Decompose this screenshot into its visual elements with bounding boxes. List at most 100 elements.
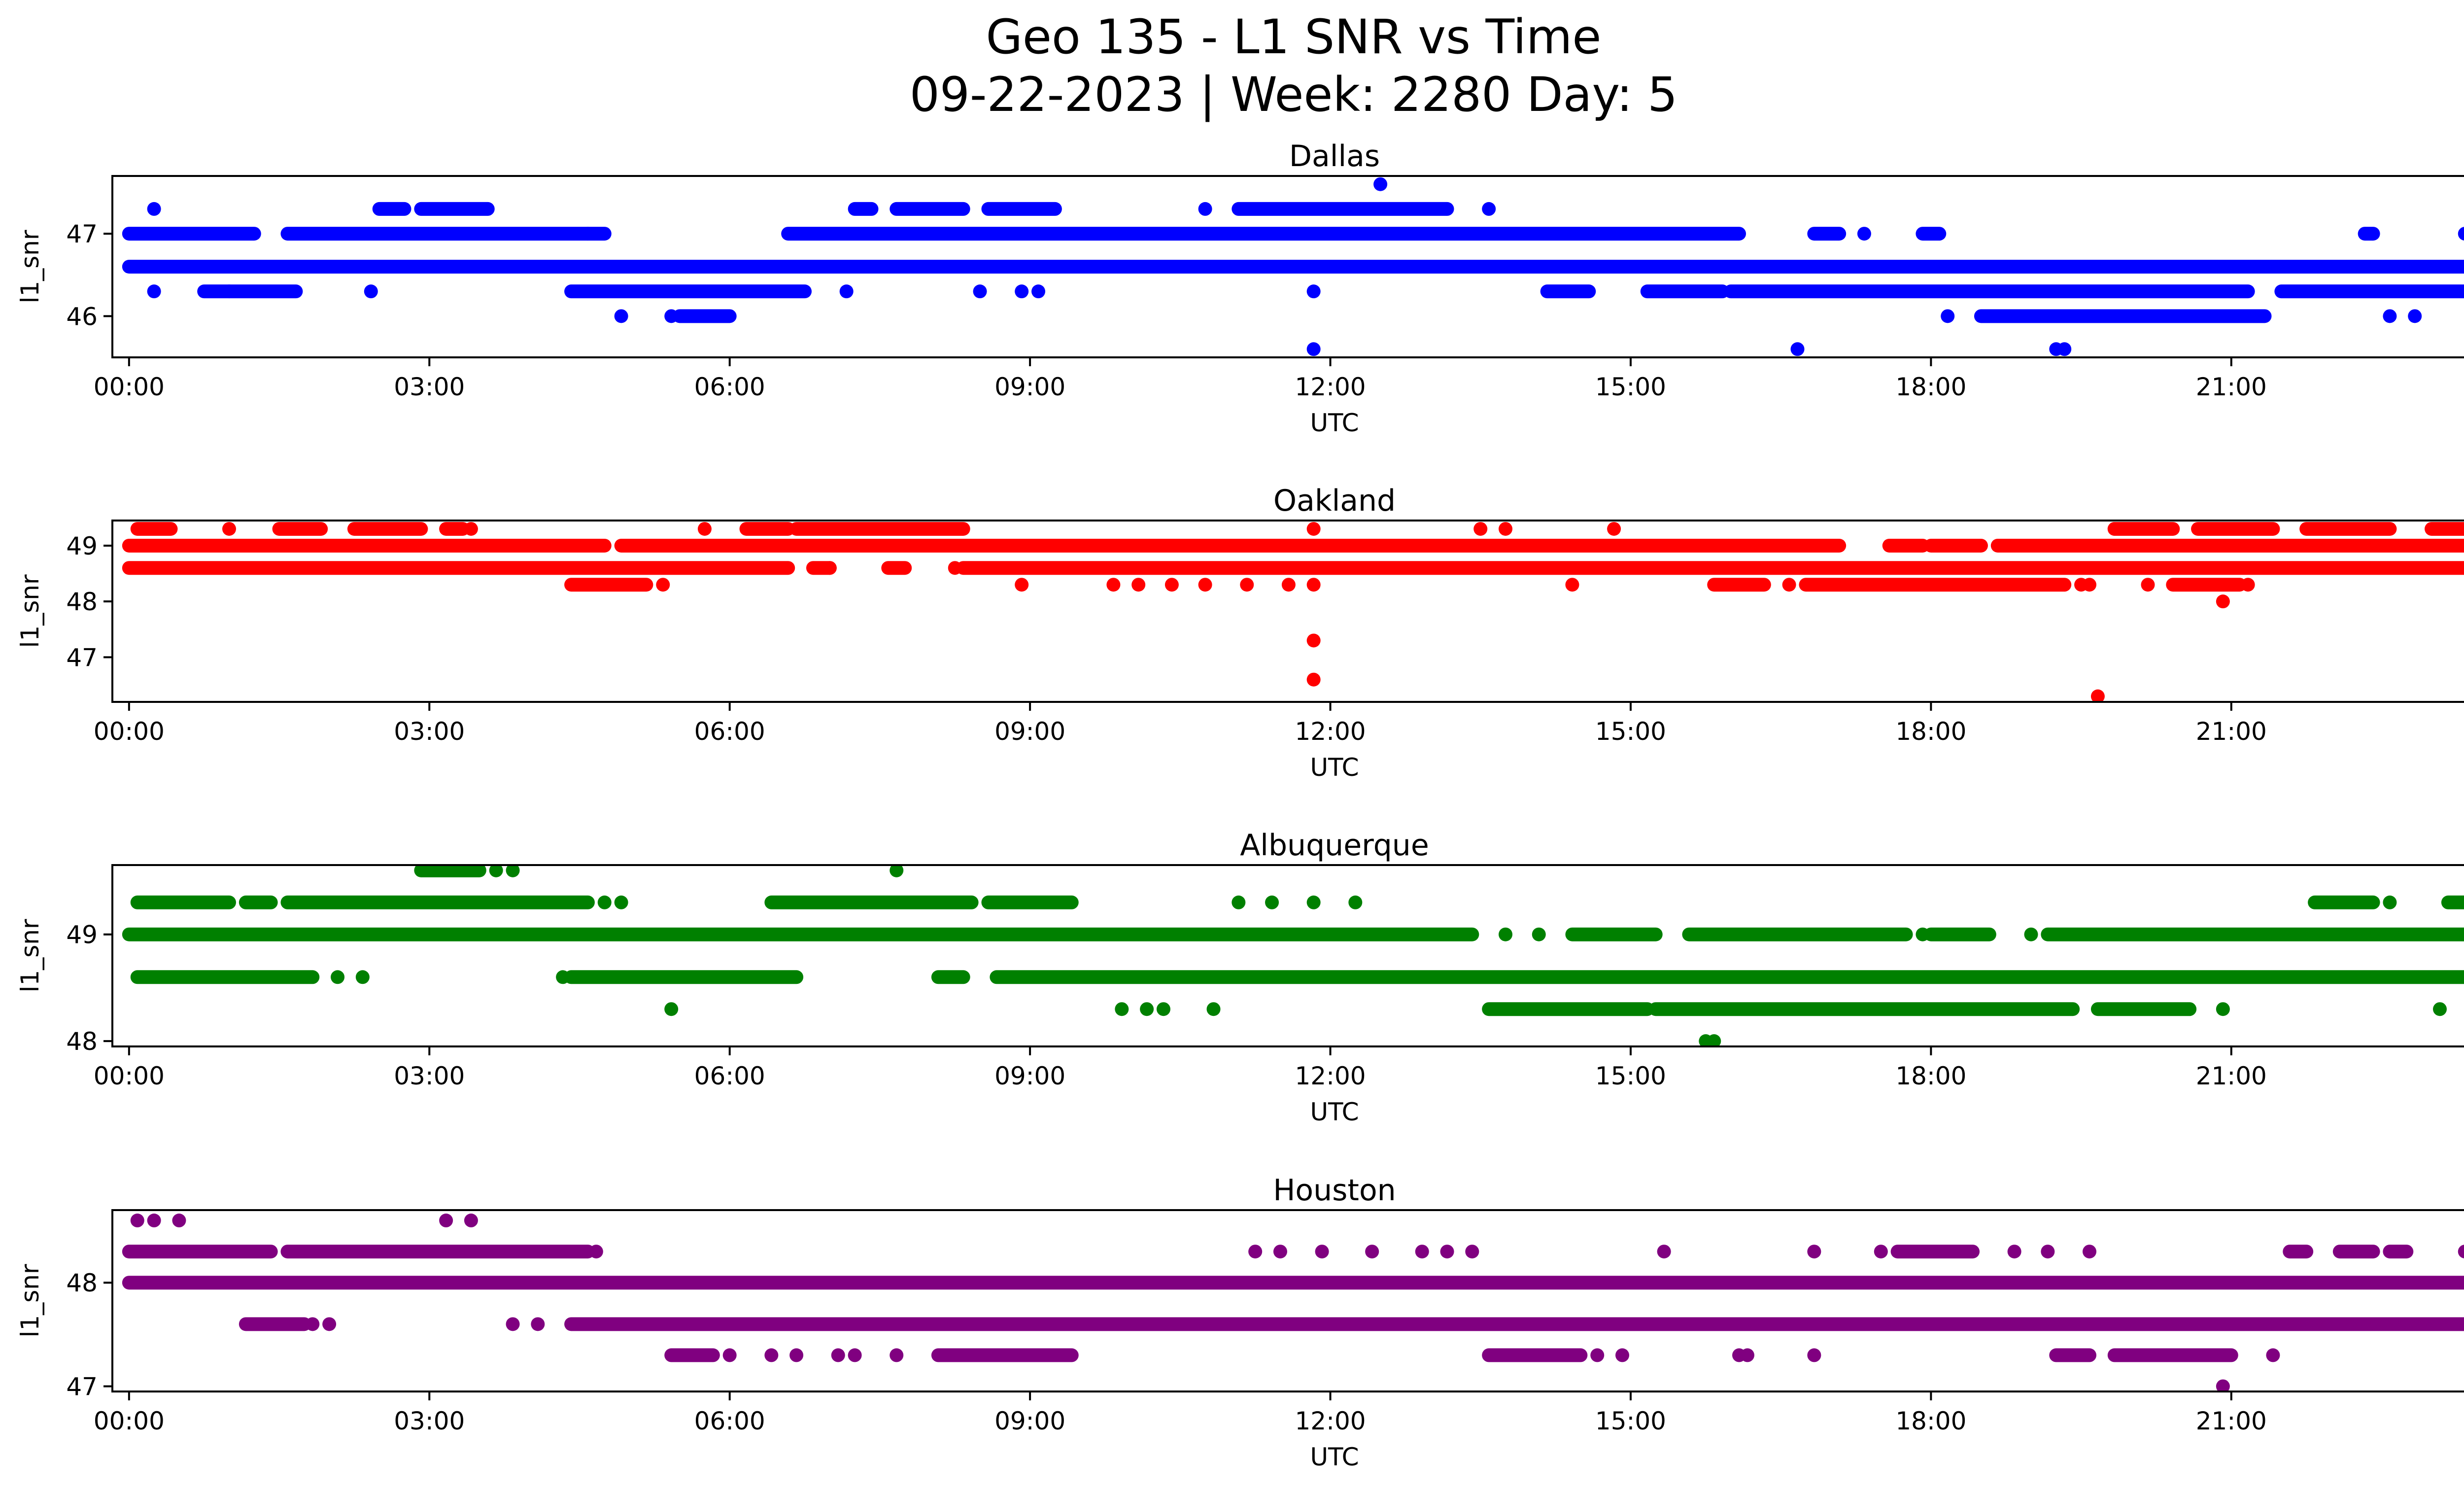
data-point: [147, 284, 161, 299]
data-point: [2024, 260, 2038, 274]
data-point: [1499, 522, 1513, 536]
data-point: [2408, 309, 2422, 323]
data-point: [1306, 342, 1321, 356]
data-point: [464, 1214, 478, 1228]
x-tick-label: 09:00: [994, 1407, 1065, 1435]
panels-group: Dallas 00:00 03:00 06:00 09:00 12:00 15:00 18:0…: [16, 139, 2464, 1471]
data-point: [1916, 927, 1930, 941]
data-point: [848, 1348, 862, 1362]
data-point: [2107, 522, 2122, 536]
data-point: [2066, 260, 2080, 274]
y-tick-label: 46: [66, 302, 98, 331]
x-axis-label: UTC: [1310, 409, 1359, 437]
data-point: [764, 1348, 779, 1362]
data-point: [1615, 1348, 1630, 1362]
axes-frame: [111, 520, 2464, 703]
data-point: [556, 970, 570, 984]
panel-dallas: Dallas 00:00 03:00 06:00 09:00 12:00 15:00 18:0…: [16, 139, 2464, 437]
x-tick-label: 21:00: [2196, 373, 2267, 401]
data-point: [1857, 227, 1871, 241]
x-tick-label: 15:00: [1595, 373, 1666, 401]
data-point: [1206, 1002, 1221, 1016]
data-point: [1273, 1245, 1287, 1259]
figure-title-line2: 09-22-2023 | Week: 2280 Day: 5: [910, 67, 1678, 123]
data-point: [1607, 522, 1621, 536]
x-tick-label: 15:00: [1595, 1407, 1666, 1435]
data-point: [2024, 927, 2038, 941]
data-point: [1348, 895, 1363, 909]
data-point: [147, 202, 161, 216]
x-tick-label: 21:00: [2196, 717, 2267, 746]
x-tick-label: 21:00: [2196, 1062, 2267, 1090]
data-point: [1306, 522, 1321, 536]
x-tick-label: 03:00: [394, 373, 465, 401]
data-point: [1482, 202, 1496, 216]
data-point: [1306, 578, 1321, 592]
panel-houston: Houston 00:00 03:00 06:00 09:00 12:00 15:00 18:…: [16, 1173, 2464, 1471]
data-point: [1198, 578, 1212, 592]
data-point: [1874, 1245, 1888, 1259]
data-point: [589, 1245, 603, 1259]
data-point: [1532, 927, 1546, 941]
data-point: [1015, 578, 1029, 592]
x-tick-label: 00:00: [94, 1407, 165, 1435]
panel-oakland: Oakland 00:00 03:00 06:00 09:00 12:00 15:00 18:…: [16, 484, 2464, 782]
data-point: [1740, 1348, 1754, 1362]
data-point: [2041, 1245, 2055, 1259]
data-point: [1156, 1002, 1170, 1016]
data-point: [614, 309, 628, 323]
axes-frame: [111, 1209, 2464, 1392]
data-point: [172, 1214, 186, 1228]
data-series: [122, 177, 2464, 356]
data-point: [2007, 1245, 2021, 1259]
x-tick-label: 06:00: [694, 1407, 765, 1435]
data-point: [1315, 1245, 1329, 1259]
data-point: [2057, 342, 2072, 356]
panel-title: Houston: [1273, 1173, 1396, 1208]
y-axis-label: l1_snr: [16, 230, 44, 303]
data-point: [1306, 895, 1321, 909]
data-point: [531, 1317, 545, 1331]
y-tick-label: 47: [66, 643, 98, 672]
data-point: [890, 1348, 904, 1362]
data-point: [1306, 672, 1321, 687]
data-point: [890, 865, 904, 877]
data-point: [331, 970, 345, 984]
data-point: [581, 227, 595, 241]
data-point: [722, 1348, 737, 1362]
data-point: [1365, 1245, 1379, 1259]
data-point: [597, 895, 612, 909]
data-point: [2090, 689, 2105, 702]
y-tick-label: 48: [66, 1269, 98, 1297]
data-point: [1198, 202, 1212, 216]
x-tick-label: 18:00: [1895, 1062, 1966, 1090]
y-tick-label: 49: [66, 921, 98, 949]
data-point: [973, 284, 987, 299]
data-point: [322, 1317, 337, 1331]
data-point: [2216, 1379, 2230, 1391]
data-point: [2216, 1002, 2230, 1016]
data-point: [1015, 284, 1029, 299]
panel-title: Dallas: [1289, 139, 1380, 174]
data-point: [1415, 1245, 1429, 1259]
x-tick-label: 00:00: [94, 373, 165, 401]
x-tick-label: 03:00: [394, 1407, 465, 1435]
x-tick-label: 12:00: [1295, 373, 1366, 401]
data-point: [355, 970, 370, 984]
data-point: [1590, 1348, 1605, 1362]
x-tick-label: 06:00: [694, 373, 765, 401]
data-point: [822, 561, 837, 575]
data-point: [839, 284, 854, 299]
data-point: [1164, 578, 1179, 592]
data-point: [1499, 927, 1513, 941]
data-point: [656, 578, 670, 592]
x-axis-label: UTC: [1310, 1098, 1359, 1126]
data-point: [1473, 522, 1488, 536]
x-tick-label: 12:00: [1295, 717, 1366, 746]
data-point: [2216, 594, 2230, 609]
data-point: [1807, 1348, 1821, 1362]
data-series: [122, 1214, 2464, 1391]
data-point: [489, 865, 503, 877]
data-point: [1115, 1002, 1129, 1016]
